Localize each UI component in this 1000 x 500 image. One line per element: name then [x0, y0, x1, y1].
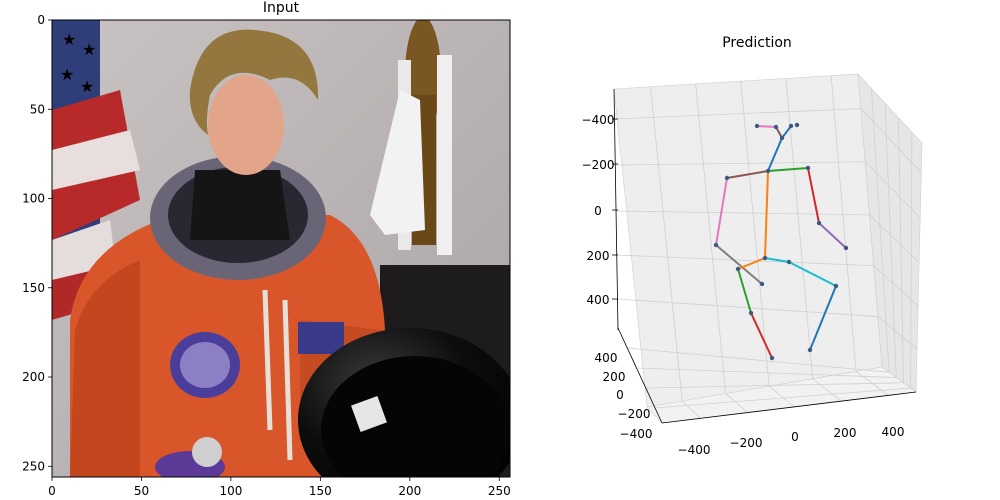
skeleton-joint: [735, 266, 741, 272]
y-tick-label: −400: [620, 427, 653, 441]
skeleton-bone: [788, 261, 837, 287]
skeleton-bone: [715, 177, 728, 246]
skeleton-joint: [762, 255, 768, 261]
grid-lines: [614, 75, 922, 419]
input-axes-frame: [51, 19, 511, 478]
skeleton-bone: [737, 257, 766, 270]
y-tick-label: 200: [603, 370, 626, 384]
axis-3d-tick-group: 400 200 0 −200 −400 −400 −200 0 200 400 −400 −200 0 2…: [582, 113, 905, 457]
skeleton-bone: [767, 137, 783, 172]
skeleton-joint: [759, 281, 765, 287]
input-y-tick-label: 50: [30, 102, 45, 116]
skeleton-bones: [715, 125, 847, 359]
skeleton-joint: [748, 310, 754, 316]
x-axis-line: [661, 391, 917, 424]
svg-text:★: ★: [80, 77, 94, 96]
prediction-title: Prediction: [722, 35, 792, 51]
skeleton-joint: [807, 347, 813, 353]
skeleton-bone: [756, 125, 777, 128]
skeleton-joint: [843, 245, 849, 251]
skeleton-joint: [794, 122, 800, 128]
input-x-tick-label: 0: [48, 484, 56, 498]
skeleton-bone: [737, 268, 752, 314]
x-tick-label: 200: [834, 426, 857, 440]
skeleton-bone: [715, 244, 763, 285]
x-tick-label: −400: [678, 443, 711, 457]
svg-text:★: ★: [62, 30, 76, 49]
skeleton-bone: [809, 285, 837, 351]
z-axis-line: [613, 88, 619, 331]
prediction-3d-axes: Prediction 4002000−200−400−400−200020040…: [582, 35, 923, 457]
input-y-tick-label: 0: [37, 13, 45, 27]
shuttle-graphic: [370, 20, 452, 255]
skeleton-joint: [786, 259, 792, 265]
skeleton-joint: [765, 168, 771, 174]
astronaut-photo: ★ ★ ★ ★: [52, 20, 510, 477]
skeleton-joint: [754, 123, 760, 129]
skeleton-bone: [726, 170, 769, 179]
skeleton-joint: [833, 283, 839, 289]
skeleton-bone: [807, 167, 820, 224]
input-title: Input: [263, 0, 300, 16]
svg-text:★: ★: [60, 65, 74, 84]
z-tick-label: −200: [582, 158, 615, 172]
skeleton-bone: [750, 312, 773, 359]
svg-text:★: ★: [82, 40, 96, 59]
input-x-tick-label: 250: [488, 484, 511, 498]
skeleton-bone: [818, 222, 847, 249]
input-x-tick-label: 200: [398, 484, 421, 498]
skeleton-joint: [769, 355, 775, 361]
skeleton-joint: [773, 124, 779, 130]
skeleton-joint: [713, 242, 719, 248]
x-tick-label: 0: [791, 430, 799, 444]
skeleton-joint: [805, 165, 811, 171]
skeleton-joint: [816, 220, 822, 226]
input-y-tick-label: 150: [22, 281, 45, 295]
x-tick-label: 400: [882, 425, 905, 439]
z-tick-label: −400: [582, 113, 615, 127]
skeleton-joint: [779, 135, 785, 141]
skeleton-bone: [764, 170, 769, 259]
y-tick-label: 0: [616, 388, 624, 402]
input-y-tick-label: 100: [22, 192, 45, 206]
y-axis-line: [617, 327, 663, 424]
z-tick-label: 0: [594, 204, 602, 218]
skeleton-bone: [767, 167, 809, 172]
z-tick-label: 200: [587, 249, 610, 263]
y-tick-label: −200: [618, 407, 651, 421]
skeleton-bone: [781, 125, 792, 139]
z-tick-label: 400: [587, 293, 610, 307]
skeleton-joint: [724, 175, 730, 181]
y-tick-label: 400: [595, 351, 618, 365]
input-x-tick-label: 150: [309, 484, 332, 498]
input-image-axes: Input ★ ★ ★ ★: [22, 0, 511, 498]
x-tick-label: −200: [730, 436, 763, 450]
skeleton-joint: [788, 123, 794, 129]
input-y-tick-label: 250: [22, 459, 45, 473]
input-x-tick-label: 50: [134, 484, 149, 498]
skeleton-bone: [764, 257, 790, 263]
input-y-tick-label: 200: [22, 370, 45, 384]
skeleton-joints: [713, 122, 849, 361]
input-x-tick-label: 100: [219, 484, 242, 498]
